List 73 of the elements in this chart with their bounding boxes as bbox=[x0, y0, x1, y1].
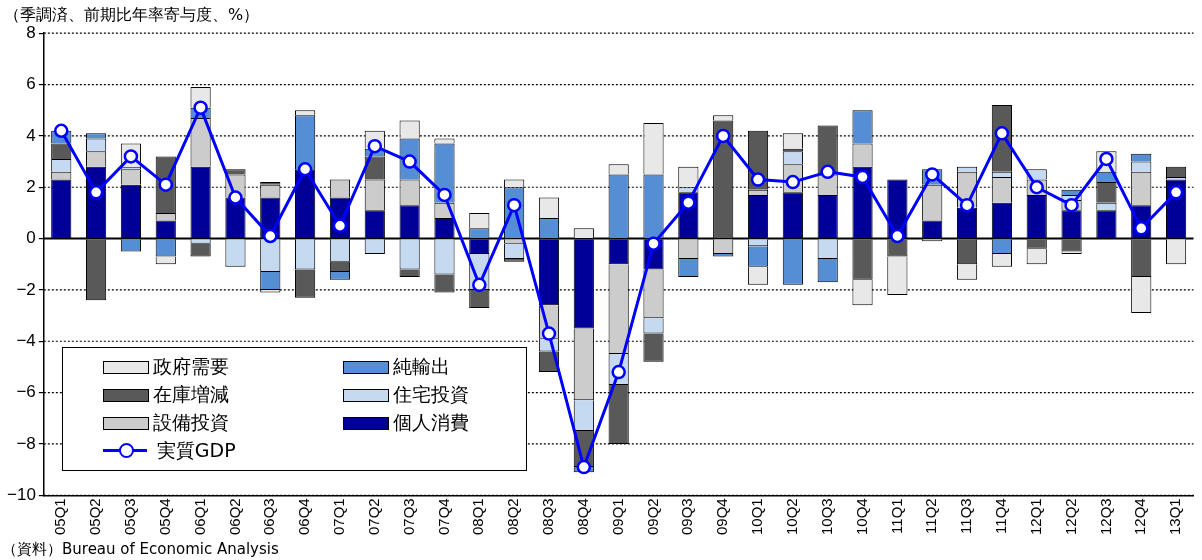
point bbox=[576, 459, 592, 475]
point bbox=[263, 228, 278, 244]
x-tick-label: 09Q4 bbox=[713, 498, 731, 536]
x-tick-label: 10Q4 bbox=[852, 498, 870, 536]
y-tick-label: −10 bbox=[6, 484, 36, 504]
point bbox=[959, 197, 975, 213]
legend-label: 在庫増減 bbox=[152, 382, 229, 408]
x-tick-label: 12Q1 bbox=[1026, 498, 1044, 536]
x-tick-label: 06Q3 bbox=[260, 498, 278, 536]
x-tick-label: 11Q4 bbox=[992, 498, 1010, 534]
x-tick-label: 11Q2 bbox=[922, 498, 940, 534]
y-tick-label: −6 bbox=[16, 382, 36, 402]
y-tick-label: −8 bbox=[16, 433, 36, 453]
x-tick-label: 08Q4 bbox=[573, 498, 591, 536]
x-tick-label: 09Q2 bbox=[643, 498, 661, 536]
x-tick-label: 10Q3 bbox=[817, 498, 835, 536]
text: （資料）Bureau of Economic Analysis bbox=[2, 540, 279, 559]
y-tick-label: −4 bbox=[16, 330, 36, 350]
x-tick-label: 12Q4 bbox=[1131, 498, 1149, 536]
point bbox=[750, 172, 766, 187]
y-tick-label: 6 bbox=[26, 74, 36, 94]
legend-label: 純輸出 bbox=[392, 354, 450, 380]
x-tick-label: 11Q1 bbox=[887, 498, 905, 534]
point bbox=[715, 128, 731, 144]
x-tick-label: 07Q3 bbox=[399, 498, 417, 536]
point bbox=[1099, 151, 1114, 167]
point bbox=[297, 162, 313, 177]
point bbox=[890, 228, 905, 244]
x-tick-label: 09Q1 bbox=[608, 498, 626, 536]
x-tick-label: 12Q2 bbox=[1061, 498, 1079, 536]
x-tick-label: 08Q1 bbox=[469, 498, 487, 536]
x-tick-label: 10Q1 bbox=[748, 498, 766, 536]
x-tick-label: 06Q4 bbox=[295, 498, 313, 536]
legend-label: 政府需要 bbox=[152, 354, 229, 380]
x-tick-label: 06Q2 bbox=[225, 498, 243, 536]
y-tick-label: −2 bbox=[16, 279, 36, 299]
x-tick-label: 05Q2 bbox=[86, 498, 104, 536]
x-tick-label: 07Q1 bbox=[330, 498, 348, 536]
point bbox=[994, 126, 1010, 141]
y-tick-label: 0 bbox=[26, 228, 36, 248]
legend-label: 実質GDP bbox=[156, 438, 236, 464]
x-tick-label: 12Q3 bbox=[1096, 498, 1114, 536]
y-tick-label: 8 bbox=[26, 22, 36, 42]
x-tick-label: 06Q1 bbox=[190, 498, 208, 536]
legend-label: 設備投資 bbox=[152, 410, 229, 436]
point bbox=[855, 169, 870, 185]
point bbox=[681, 195, 696, 210]
y-tick-label: 4 bbox=[26, 125, 36, 145]
point bbox=[88, 185, 104, 200]
x-tick-label: 07Q4 bbox=[434, 498, 452, 536]
point bbox=[1168, 185, 1184, 200]
x-tick-label: 08Q2 bbox=[504, 498, 522, 536]
point bbox=[472, 277, 487, 293]
x-tick-label: 07Q2 bbox=[364, 498, 382, 536]
legend-label: 個人消費 bbox=[392, 410, 469, 436]
x-tick-label: 08Q3 bbox=[539, 498, 557, 536]
legend-label: 住宅投資 bbox=[392, 382, 469, 408]
x-tick-label: 09Q3 bbox=[678, 498, 696, 536]
x-tick-label: 13Q1 bbox=[1166, 498, 1184, 536]
chart-title: （季調済、前期比年率寄与度、%） bbox=[4, 4, 260, 24]
x-tick-label: 10Q2 bbox=[783, 498, 800, 536]
point bbox=[54, 123, 69, 139]
point bbox=[193, 100, 208, 115]
point bbox=[541, 326, 557, 341]
x-tick-label: 05Q3 bbox=[121, 498, 139, 536]
x-tick-label: 11Q3 bbox=[957, 498, 975, 534]
point bbox=[646, 236, 661, 251]
x-tick-label: 05Q1 bbox=[51, 498, 69, 536]
x-tick-label: 05Q4 bbox=[155, 498, 173, 536]
point bbox=[820, 164, 835, 180]
point bbox=[437, 187, 452, 203]
point bbox=[228, 190, 243, 205]
y-tick-label: 2 bbox=[26, 176, 36, 196]
